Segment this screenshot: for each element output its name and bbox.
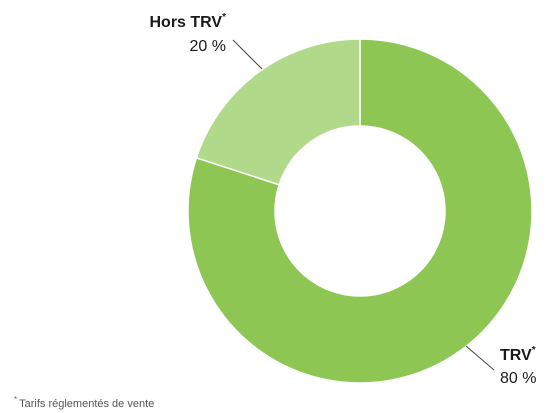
footnote-text: Tarifs réglementés de vente xyxy=(19,398,154,410)
footnote-marker: * xyxy=(222,12,226,23)
category-label: TRV* xyxy=(500,345,536,365)
category-name: Hors TRV xyxy=(149,14,222,31)
donut-slice xyxy=(195,38,361,186)
footnote-marker: * xyxy=(14,395,17,404)
leader-line xyxy=(465,345,495,371)
donut-slice xyxy=(187,38,533,384)
footnote: * Tarifs réglementés de vente xyxy=(14,395,154,410)
category-name: TRV xyxy=(500,347,532,364)
value-label: 80 % xyxy=(500,370,536,387)
category-label: Hors TRV* xyxy=(149,12,226,32)
leader-line xyxy=(232,39,263,70)
value-label: 20 % xyxy=(190,38,226,55)
footnote-marker: * xyxy=(532,345,536,356)
